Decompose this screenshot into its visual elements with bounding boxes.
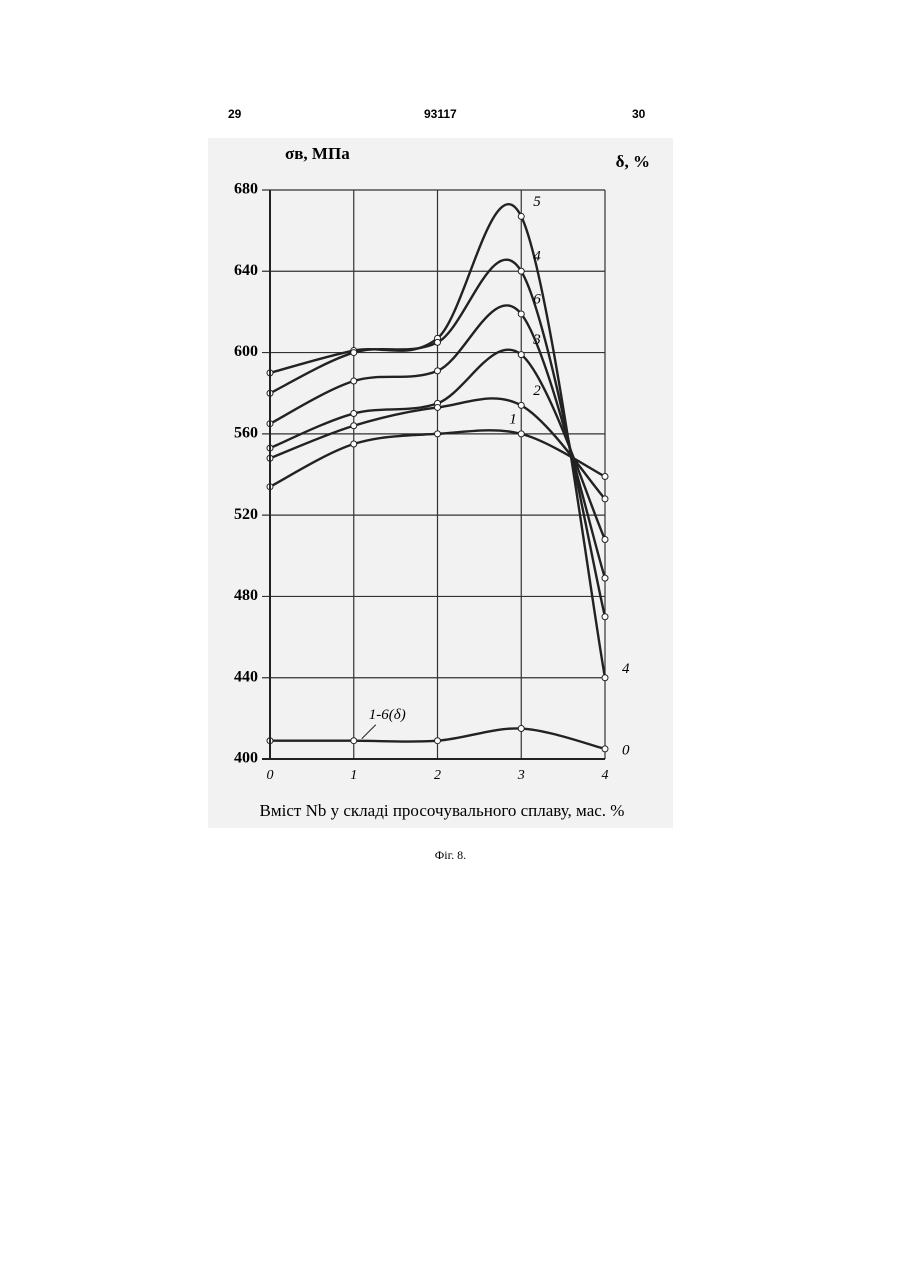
y-tick-label: 560 <box>234 425 258 442</box>
series-label: 2 <box>533 383 541 399</box>
data-point <box>435 431 441 437</box>
x-tick-label: 0 <box>267 768 274 783</box>
x-tick-label: 1 <box>350 768 357 783</box>
data-point <box>518 213 524 219</box>
data-point <box>518 352 524 358</box>
y-tick-label: 600 <box>234 343 258 360</box>
y-tick-label: 440 <box>234 668 258 685</box>
page: 29 93117 30 σв, МПа δ, % Вміст Nb у скла… <box>0 0 901 1273</box>
series-label: 3 <box>532 332 541 348</box>
data-point <box>602 496 608 502</box>
data-point <box>435 368 441 374</box>
data-point <box>602 614 608 620</box>
data-point <box>351 350 357 356</box>
data-point <box>351 378 357 384</box>
series-label: 6 <box>533 291 541 307</box>
series-label: 1 <box>509 411 517 427</box>
data-point <box>435 339 441 345</box>
data-point <box>351 441 357 447</box>
data-point <box>351 738 357 744</box>
y2-tick-label: 4 <box>622 661 630 677</box>
y-tick-label: 520 <box>234 506 258 523</box>
y2-tick-label: 0 <box>622 742 630 758</box>
data-point <box>518 726 524 732</box>
x-tick-label: 3 <box>517 768 525 783</box>
y2-axis-label: δ, % <box>616 152 650 171</box>
x-axis-label: Вміст Nb у складі просочувального сплаву… <box>260 801 625 820</box>
data-point <box>602 575 608 581</box>
data-point <box>435 738 441 744</box>
series-label: 4 <box>533 249 541 265</box>
series-label: 1-6(δ) <box>369 707 406 723</box>
data-point <box>518 268 524 274</box>
x-tick-label: 4 <box>602 768 609 783</box>
data-point <box>518 431 524 437</box>
y-tick-label: 640 <box>234 262 258 279</box>
y-tick-label: 400 <box>234 750 258 767</box>
data-point <box>518 402 524 408</box>
series-label: 5 <box>533 194 541 210</box>
data-point <box>351 411 357 417</box>
y-tick-label: 480 <box>234 587 258 604</box>
x-tick-label: 2 <box>434 768 441 783</box>
data-point <box>435 404 441 410</box>
y-axis-label: σв, МПа <box>285 144 350 163</box>
data-point <box>602 474 608 480</box>
data-point <box>351 423 357 429</box>
figure-caption: Фіг. 8. <box>0 848 901 863</box>
y-tick-label: 680 <box>234 181 258 198</box>
data-point <box>602 746 608 752</box>
chart: σв, МПа δ, % Вміст Nb у складі просочува… <box>0 0 901 840</box>
data-point <box>602 675 608 681</box>
data-point <box>518 311 524 317</box>
data-point <box>602 537 608 543</box>
